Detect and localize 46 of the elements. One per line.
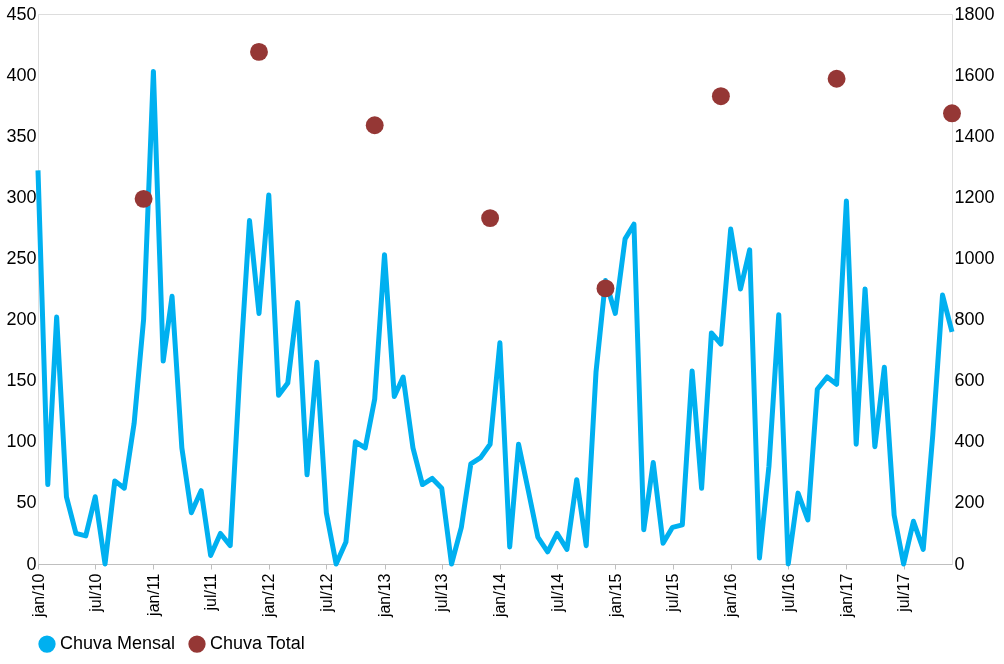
y-tick-label: 150	[6, 370, 37, 391]
x-tick-label: jul/15	[664, 573, 682, 613]
x-tick-label: jan/11	[144, 573, 162, 617]
y2-tick-label: 800	[954, 309, 985, 330]
y2-tick-label: 1400	[954, 125, 995, 146]
x-tick-label: jul/11	[202, 573, 220, 612]
y2-tick-label: 1600	[954, 64, 995, 85]
x-tick-label: jan/15	[606, 573, 624, 619]
y2-tick-label: 200	[954, 492, 985, 513]
y-tick-label: 400	[6, 64, 37, 85]
x-tick-label: jan/12	[260, 573, 278, 619]
point	[134, 189, 153, 208]
x-tick-label: jul/16	[779, 573, 797, 613]
y2-tick-label: 400	[954, 431, 985, 452]
x-tick-label: jul/17	[895, 573, 913, 613]
y2-tick-label: 1000	[954, 247, 995, 268]
x-tick-label: jul/14	[548, 573, 566, 613]
x-tick-label: jan/17	[837, 573, 855, 619]
point	[943, 104, 961, 123]
y2-tick-label: 1800	[954, 3, 995, 24]
x-tick-label: jul/13	[433, 573, 451, 613]
y-tick-label: 350	[6, 125, 37, 146]
y-tick-label: 250	[6, 247, 37, 268]
y2-tick-label: 1200	[954, 186, 995, 207]
x-tick-label: jul/12	[317, 573, 335, 613]
y-tick-label: 0	[26, 553, 37, 574]
y-tick-label: 450	[6, 3, 37, 24]
point	[481, 209, 500, 228]
legend-label: Chuva Total	[210, 633, 305, 654]
y2-tick-label: 0	[954, 553, 965, 574]
x-tick-label: jul/10	[86, 573, 104, 613]
x-tick-label: jan/16	[722, 573, 740, 619]
x-tick-label: jan/10	[29, 573, 47, 619]
y-tick-label: 300	[6, 186, 37, 207]
point	[250, 42, 268, 61]
y-tick-label: 100	[6, 431, 37, 452]
point	[827, 69, 846, 88]
point	[365, 116, 384, 135]
legend-label: Chuva Mensal	[60, 633, 176, 654]
y-tick-label: 50	[16, 492, 37, 513]
point	[711, 87, 730, 106]
point	[596, 279, 615, 298]
y2-tick-label: 600	[954, 370, 985, 391]
x-tick-label: jan/13	[376, 573, 393, 619]
y-tick-label: 200	[6, 309, 37, 330]
x-tick-label: jan/14	[491, 573, 509, 619]
